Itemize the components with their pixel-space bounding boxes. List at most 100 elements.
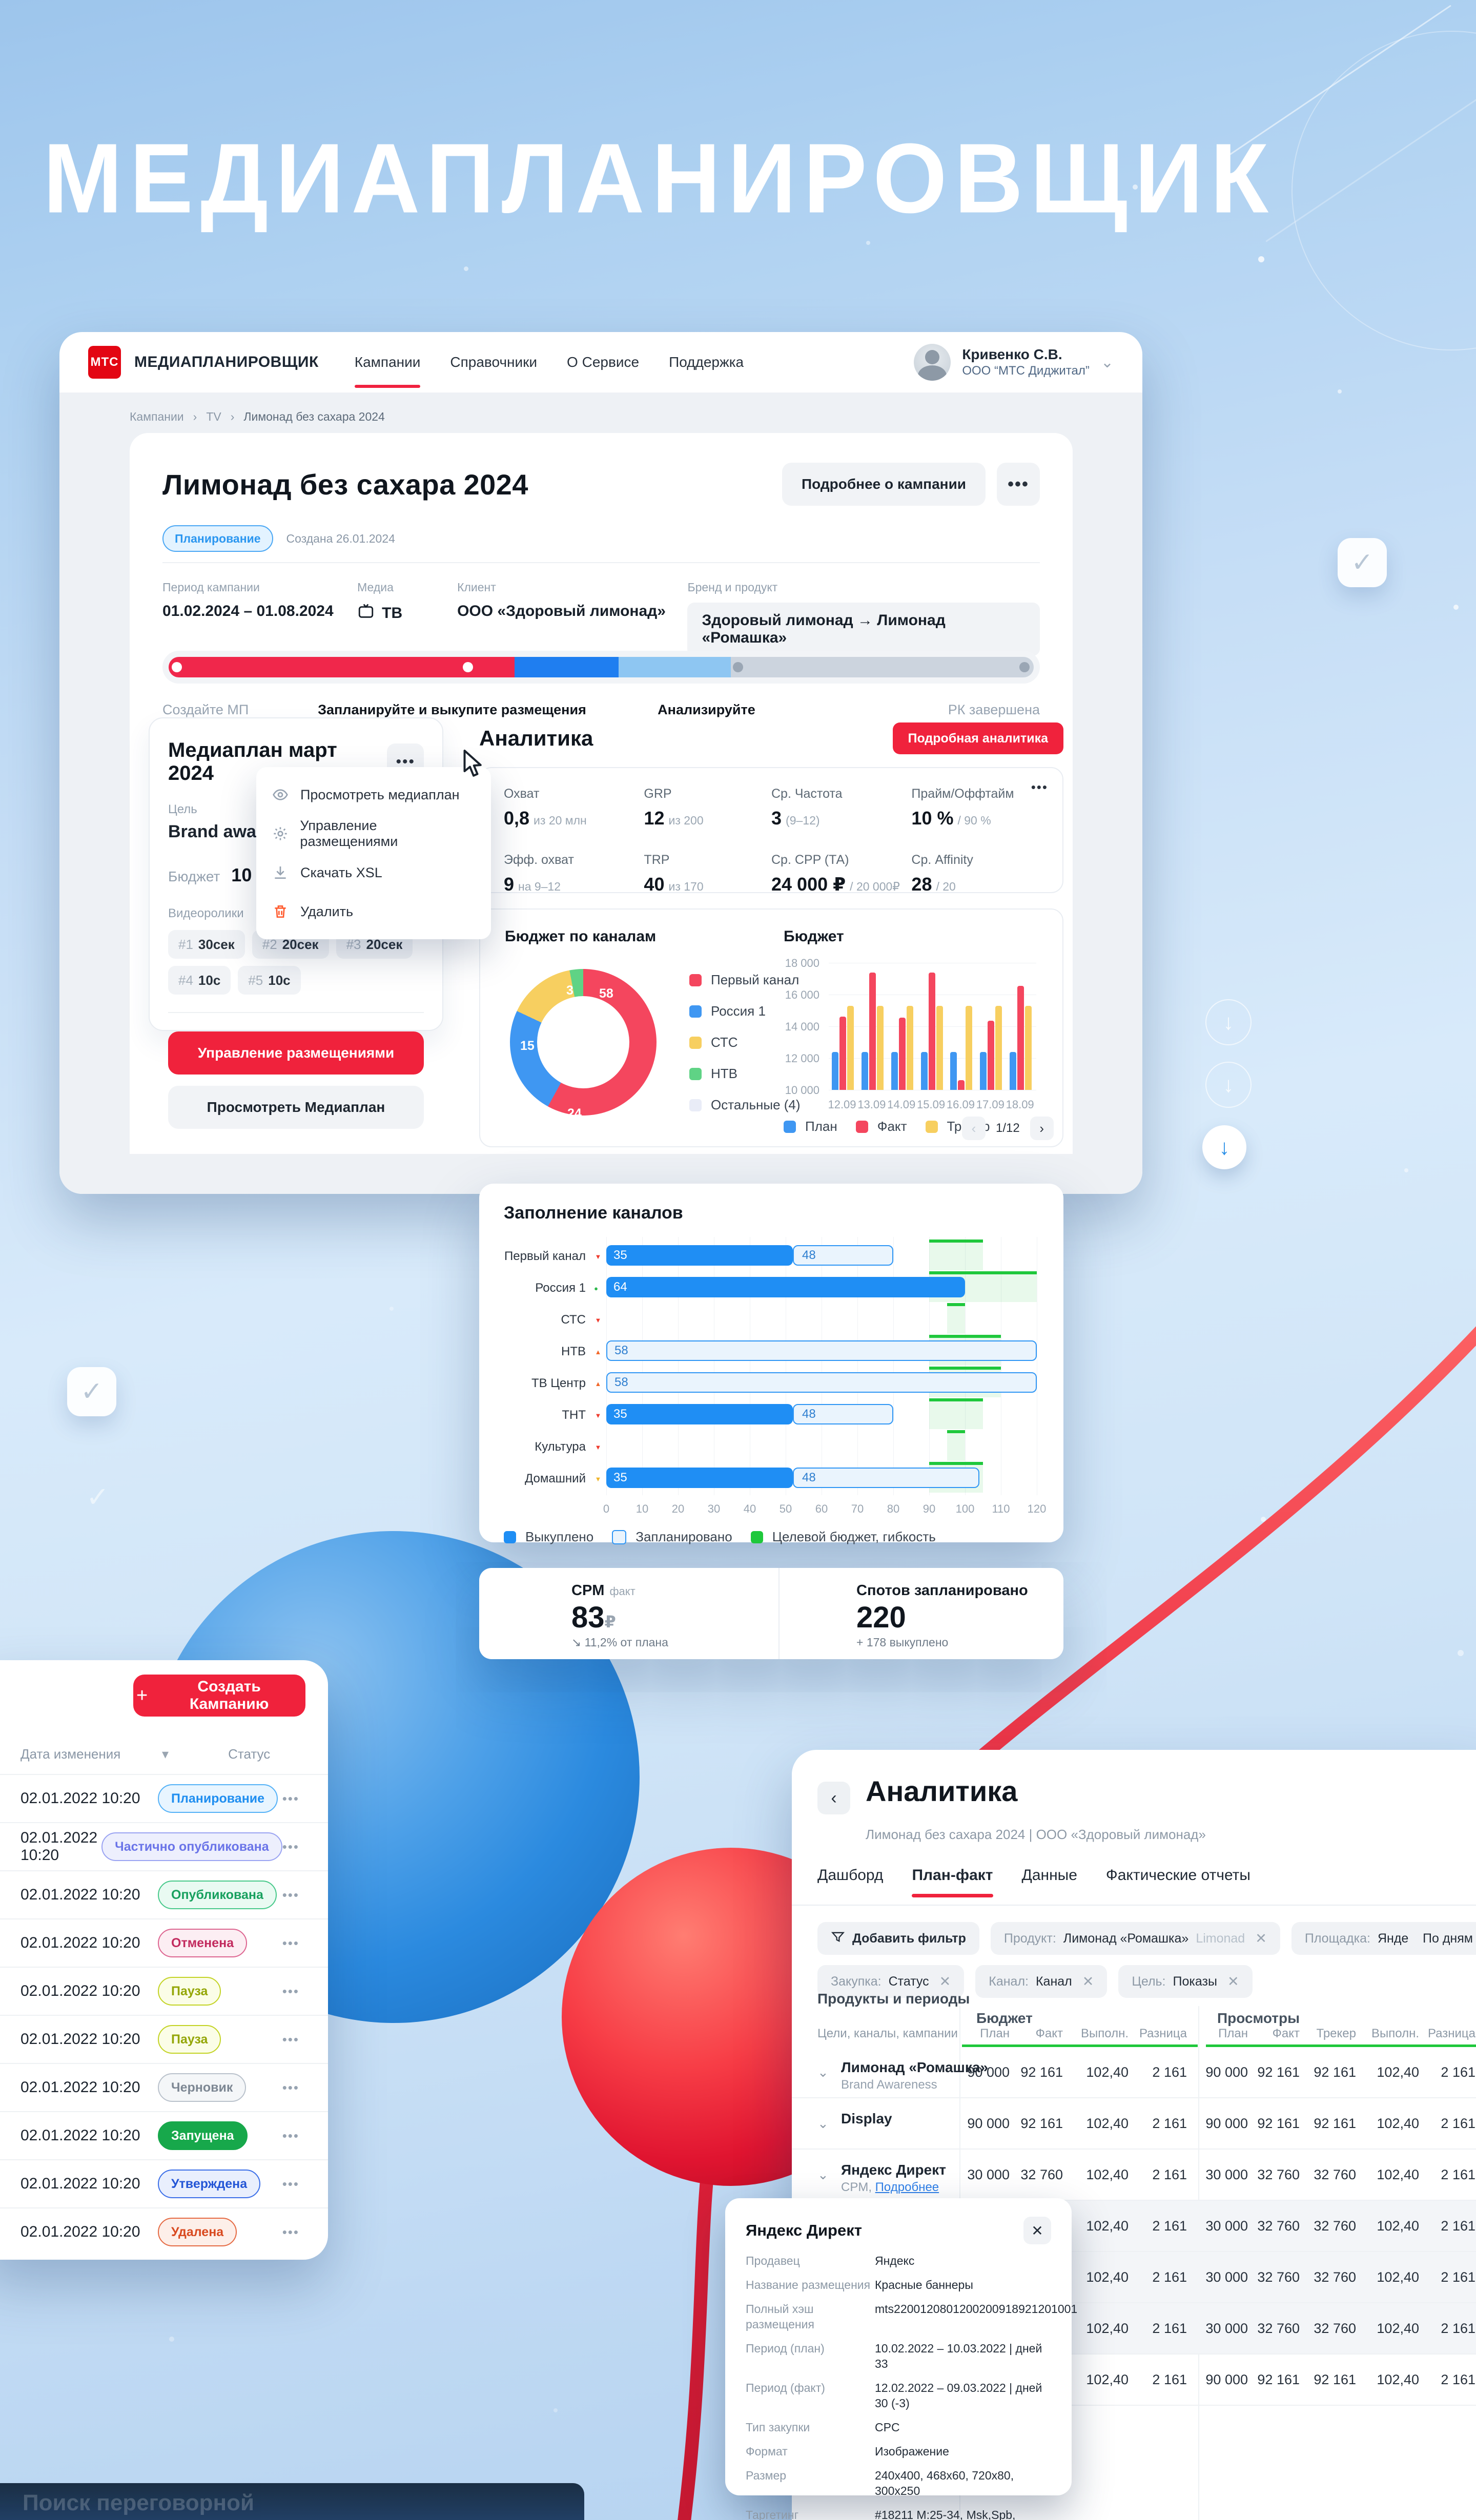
- chevron-down-icon[interactable]: ⌄: [817, 2167, 829, 2182]
- video-chip: #5 10с: [238, 966, 301, 995]
- create-campaign-button[interactable]: + Создать Кампанию: [133, 1675, 305, 1717]
- tab-item[interactable]: Фактические отчеты: [1105, 1867, 1250, 1884]
- cell-views: 32 760: [1314, 2218, 1356, 2234]
- cell-views: 2 161: [1441, 2218, 1475, 2234]
- filter-chip[interactable]: Продукт: Лимонад «Ромашка» Limonad ✕: [990, 1922, 1280, 1955]
- menu-item[interactable]: Удалить: [256, 892, 491, 931]
- chevron-down-icon[interactable]: ⌄: [817, 2116, 829, 2131]
- breadcrumb-item[interactable]: TV: [206, 410, 221, 423]
- decor-dot: [1133, 184, 1138, 190]
- sort-icon[interactable]: ▾: [162, 1746, 169, 1762]
- pager-next-button[interactable]: ›: [1030, 1117, 1054, 1140]
- remove-filter-icon[interactable]: ✕: [1255, 1930, 1267, 1946]
- row-more-button[interactable]: •••: [282, 2127, 299, 2143]
- cell-views: 90 000: [1205, 2372, 1248, 2387]
- menu-item[interactable]: Управление размещениями: [256, 814, 491, 853]
- filter-value: Статус: [888, 1974, 929, 1989]
- field-value-text: ТВ: [382, 605, 403, 622]
- close-icon[interactable]: ✕: [1023, 2217, 1051, 2244]
- row-subtitle: Brand Awareness: [841, 2078, 937, 2092]
- campaign-field: Бренд и продукт Здоровый лимонад → Лимона…: [687, 581, 1040, 656]
- target-band: [947, 1303, 965, 1334]
- metric-label: Эфф. охват: [504, 853, 574, 867]
- row-more-button[interactable]: •••: [282, 1983, 299, 1999]
- legend-label: НТВ: [711, 1066, 737, 1081]
- chevron-down-icon[interactable]: ⌄: [817, 2064, 829, 2080]
- metrics-more-button[interactable]: •••: [1031, 779, 1048, 795]
- add-filter-button[interactable]: Добавить фильтр: [817, 1922, 979, 1955]
- eye-icon: [272, 786, 289, 803]
- nav-item[interactable]: Справочники: [450, 354, 538, 370]
- cell-views: 2 161: [1441, 2116, 1475, 2131]
- popup-field: Тип закупки CPC: [746, 2420, 1051, 2435]
- gridline: [606, 1237, 607, 1495]
- row-date: 02.01.2022 10:20: [20, 1982, 140, 1999]
- row-more-button[interactable]: •••: [282, 2031, 299, 2047]
- campaign-details-button[interactable]: Подробнее о кампании: [782, 463, 986, 506]
- details-link[interactable]: Подробнее: [875, 2180, 939, 2194]
- cell-views: 32 760: [1314, 2167, 1356, 2182]
- filter-chip[interactable]: Канал: Канал ✕: [975, 1965, 1108, 1998]
- cell-views: 92 161: [1257, 2372, 1300, 2387]
- cell-views: 2 161: [1441, 2321, 1475, 2336]
- campaign-more-button[interactable]: •••: [997, 463, 1040, 506]
- cpm-value: 83: [571, 1601, 605, 1634]
- row-more-button[interactable]: •••: [282, 1790, 299, 1806]
- remove-filter-icon[interactable]: ✕: [1227, 1973, 1239, 1989]
- detailed-analytics-button[interactable]: Подробная аналитика: [892, 722, 1063, 754]
- tab-active[interactable]: План-факт: [912, 1867, 993, 1897]
- row-more-button[interactable]: •••: [282, 2079, 299, 2095]
- pager-prev-button[interactable]: ‹: [962, 1117, 986, 1140]
- user-name: Кривенко С.В.: [962, 346, 1062, 362]
- breadcrumb-item[interactable]: Лимонад без сахара 2024: [243, 410, 385, 423]
- row-more-button[interactable]: •••: [282, 1839, 299, 1854]
- metric-suffix: (9–12): [786, 814, 820, 827]
- cell-views: 32 760: [1314, 2269, 1356, 2285]
- legend-label: Факт: [877, 1119, 907, 1134]
- bar-Факт: [958, 1080, 965, 1090]
- metric-value: 24 000 ₽/ 20 000₽: [771, 874, 900, 895]
- row-date: 02.01.2022 10:20: [20, 1934, 140, 1951]
- status-badge: Запущена: [158, 2121, 248, 2150]
- view-mediaplan-button[interactable]: Просмотреть Медиаплан: [168, 1086, 424, 1129]
- campaign-field: Клиент ООО «Здоровый лимонад»: [457, 581, 667, 656]
- column-header: План: [1218, 2027, 1248, 2040]
- tab-item[interactable]: Дашборд: [817, 1867, 884, 1884]
- cell-views: 30 000: [1205, 2218, 1248, 2234]
- row-more-button[interactable]: •••: [282, 1887, 299, 1903]
- nav-item[interactable]: О Сервисе: [567, 354, 640, 370]
- channel-label: Первый канал: [504, 1249, 586, 1263]
- filter-chip[interactable]: Цель: Показы ✕: [1118, 1965, 1253, 1998]
- remove-filter-icon[interactable]: ✕: [939, 1973, 951, 1989]
- decor-dot: [389, 1307, 394, 1311]
- channel-label: Россия 1: [535, 1281, 586, 1295]
- target-band: [947, 1430, 965, 1461]
- remove-filter-icon[interactable]: ✕: [1082, 1973, 1094, 1989]
- popup-field: Продавец Яндекс: [746, 2253, 1051, 2268]
- video-chip: #4 10с: [168, 966, 231, 995]
- column-header: Разница: [1139, 2027, 1187, 2040]
- cell-budget: 2 161: [1152, 2167, 1187, 2182]
- tab-item[interactable]: Данные: [1021, 1867, 1077, 1884]
- back-button[interactable]: ‹: [817, 1782, 850, 1814]
- row-more-button[interactable]: •••: [282, 2176, 299, 2192]
- menu-item[interactable]: Скачать XSL: [256, 853, 491, 892]
- row-more-button[interactable]: •••: [282, 1935, 299, 1951]
- nav-item[interactable]: Поддержка: [669, 354, 744, 370]
- user-menu[interactable]: Кривенко С.В. ООО “МТС Диджитал” ⌄: [914, 344, 1114, 381]
- bar-Трекер: [995, 1005, 1002, 1090]
- manage-placements-button[interactable]: Управление размещениями: [168, 1031, 424, 1075]
- popup-field: Размер 240x400, 468x60, 720x80, 300x250: [746, 2468, 1051, 2498]
- progress-step-label: Запланируйте и выкупите размещения: [318, 702, 586, 717]
- row-more-button[interactable]: •••: [282, 2224, 299, 2240]
- breadcrumb-item[interactable]: Кампании: [130, 410, 184, 423]
- decor-dot: [866, 241, 870, 245]
- period-select[interactable]: По дням: [1409, 1922, 1476, 1955]
- menu-item[interactable]: Просмотреть медиаплан: [256, 775, 491, 814]
- cell-budget: 32 760: [1020, 2167, 1063, 2182]
- filter-chip[interactable]: Закупка: Статус ✕: [817, 1965, 965, 1998]
- y-tick-label: 10 000: [785, 1084, 819, 1097]
- nav-item[interactable]: Кампании: [354, 337, 420, 388]
- popup-field: Таргетинг #18211 M:25-34, Msk,Spb, partyl…: [746, 2507, 1051, 2520]
- created-date: Создана 26.01.2024: [286, 531, 395, 545]
